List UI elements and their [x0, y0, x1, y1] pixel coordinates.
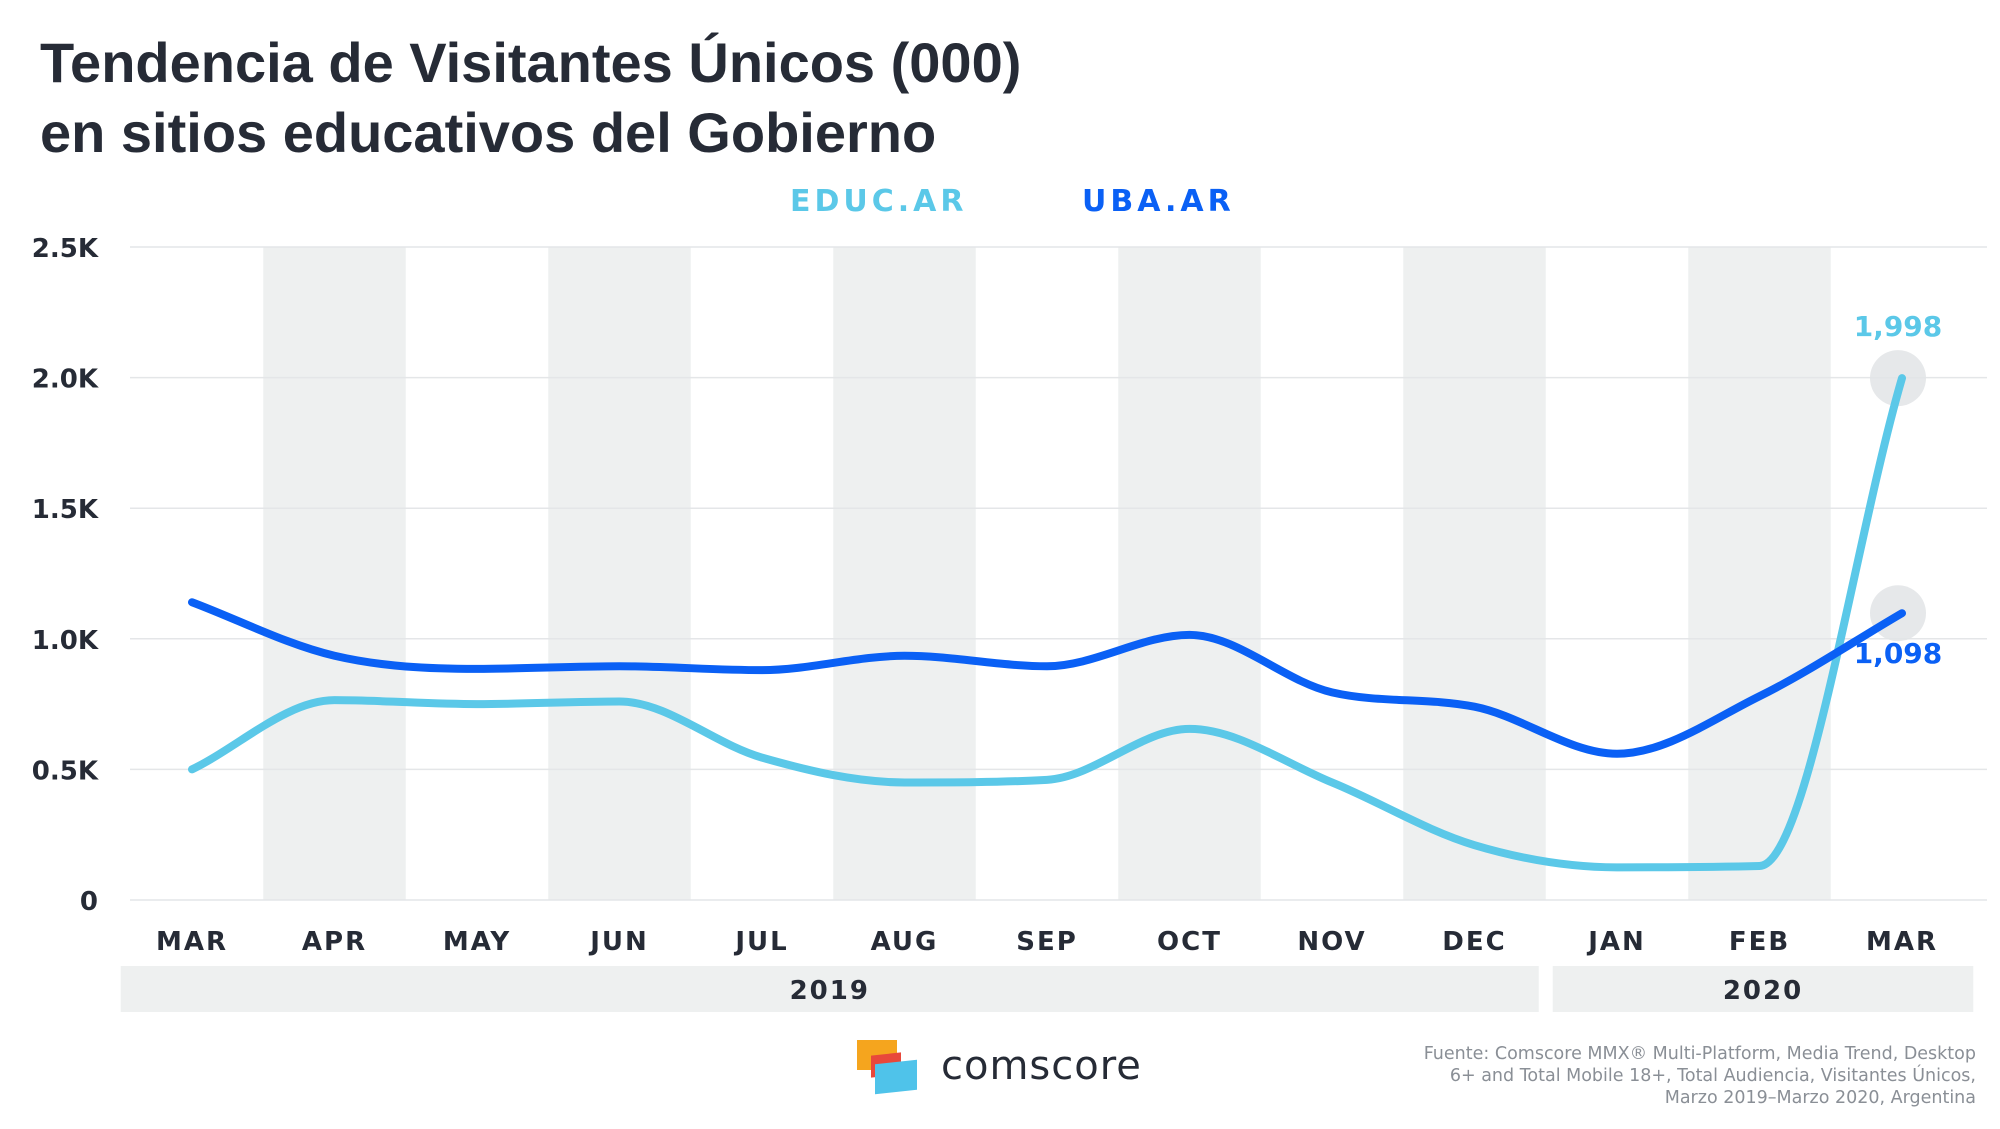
x-tick-label: JAN [1586, 927, 1646, 957]
comscore-logo-icon [855, 1040, 919, 1095]
chart-title-line-2: en sitios educativos del Gobierno [40, 101, 937, 164]
column-band [1118, 247, 1261, 900]
x-tick-label: OCT [1157, 927, 1222, 957]
end-value-label: 1,098 [1854, 637, 1943, 670]
x-tick-label: JUL [733, 927, 788, 957]
year-groups: 2019 2020 [120, 966, 1974, 1012]
chart-title-line-1: Tendencia de Visitantes Únicos (000) [40, 31, 1022, 94]
y-tick-label: 1.5K [32, 495, 99, 525]
end-value-label: 1,998 [1854, 310, 1943, 343]
year-band [120, 966, 1539, 1012]
x-tick-label: FEB [1729, 927, 1790, 957]
column-band [1403, 247, 1546, 900]
year-band [1552, 966, 1974, 1012]
educ-ar-line [188, 374, 1906, 872]
year-label: 2019 [790, 976, 870, 1006]
year-label: 2020 [1723, 976, 1803, 1006]
column-band [833, 247, 976, 900]
brand-name: comscore [941, 1043, 1142, 1089]
y-axis-ticks: 0 0.5K 1.0K 1.5K 2.0K 2.5K [32, 234, 99, 917]
column-band [263, 247, 406, 900]
column-band [1688, 247, 1831, 900]
y-tick-label: 0 [80, 887, 98, 917]
y-tick-label: 1.0K [32, 626, 99, 656]
source-note: Fuente: Comscore MMX® Multi-Platform, Me… [1423, 1044, 1976, 1108]
x-tick-label: MAY [443, 927, 511, 957]
y-tick-label: 2.0K [32, 365, 99, 395]
comscore-brand: comscore [855, 1040, 1142, 1095]
series-lines [188, 374, 1906, 872]
legend-entry: EDUC.AR [790, 184, 968, 219]
x-axis-ticks: MAR APR MAY JUN JUL AUG SEP OCT NOV DEC JAN FEB MAR [156, 927, 1938, 957]
column-bands [263, 247, 1831, 900]
y-tick-label: 0.5K [32, 756, 99, 786]
y-tick-label: 2.5K [32, 234, 99, 264]
x-tick-label: DEC [1442, 927, 1506, 957]
gridlines [130, 246, 1987, 901]
uba-ar-line [188, 598, 1906, 758]
x-tick-label: AUG [871, 927, 939, 957]
x-tick-label: APR [302, 927, 367, 957]
x-tick-label: JUN [588, 927, 649, 957]
legend-entry: UBA.AR [1082, 184, 1235, 219]
x-tick-label: MAR [1866, 927, 1938, 957]
chart-title: Tendencia de Visitantes Únicos (000) en … [40, 28, 1021, 168]
column-band [548, 247, 691, 900]
x-tick-label: MAR [156, 927, 228, 957]
x-tick-label: SEP [1016, 927, 1078, 957]
x-tick-label: NOV [1297, 927, 1366, 957]
legend: EDUC.AR UBA.AR [790, 184, 1235, 219]
